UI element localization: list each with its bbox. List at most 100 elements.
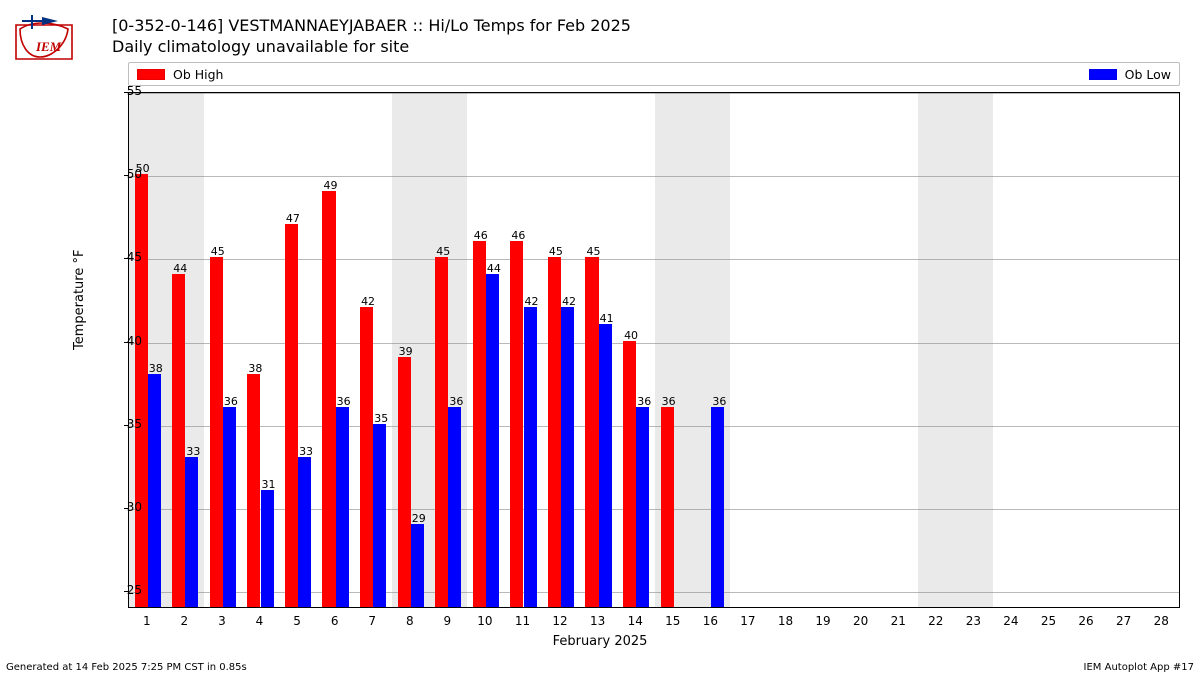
bar-low-label: 41	[595, 312, 619, 325]
bar-low	[561, 307, 574, 607]
bar-high	[360, 307, 373, 607]
bar-low-label: 31	[257, 478, 281, 491]
bar-low	[261, 490, 274, 607]
bar-low	[411, 524, 424, 607]
gridline	[129, 93, 1179, 94]
x-tick-label: 5	[282, 614, 312, 628]
bar-low-label: 44	[482, 262, 506, 275]
x-tick-label: 6	[320, 614, 350, 628]
bar-low	[148, 374, 161, 607]
x-tick-label: 1	[132, 614, 162, 628]
legend-label-low: Ob Low	[1125, 67, 1171, 82]
y-tick-mark	[124, 92, 128, 93]
x-tick-label: 2	[169, 614, 199, 628]
x-tick-label: 15	[658, 614, 688, 628]
x-tick-label: 17	[733, 614, 763, 628]
bar-high-label: 45	[206, 245, 230, 258]
x-tick-label: 13	[583, 614, 613, 628]
bar-low-label: 42	[557, 295, 581, 308]
bar-high-label: 45	[544, 245, 568, 258]
bar-low-label: 36	[444, 395, 468, 408]
x-tick-label: 11	[508, 614, 538, 628]
x-tick-label: 22	[921, 614, 951, 628]
legend: Ob High Ob Low	[128, 62, 1180, 86]
y-tick-mark	[124, 258, 128, 259]
bar-low	[298, 457, 311, 607]
title-line-2: Daily climatology unavailable for site	[112, 37, 631, 58]
bar-low-label: 33	[294, 445, 318, 458]
bar-low-label: 36	[332, 395, 356, 408]
bar-low	[711, 407, 724, 607]
bar-high	[210, 257, 223, 607]
x-tick-label: 8	[395, 614, 425, 628]
bar-low	[223, 407, 236, 607]
x-tick-label: 12	[545, 614, 575, 628]
gridline	[129, 176, 1179, 177]
x-tick-label: 27	[1109, 614, 1139, 628]
bar-low-label: 36	[219, 395, 243, 408]
bar-low-label: 33	[181, 445, 205, 458]
y-tick-label: 25	[82, 583, 142, 597]
x-tick-label: 28	[1146, 614, 1176, 628]
y-tick-label: 40	[82, 334, 142, 348]
bar-low	[448, 407, 461, 607]
bar-low-label: 29	[407, 512, 431, 525]
bar-high-label: 46	[506, 229, 530, 242]
bar-high	[661, 407, 674, 607]
bar-high-label: 46	[469, 229, 493, 242]
bar-high-label: 45	[431, 245, 455, 258]
footer-generated: Generated at 14 Feb 2025 7:25 PM CST in …	[6, 662, 247, 673]
bar-high-label: 45	[581, 245, 605, 258]
bar-high	[285, 224, 298, 607]
x-tick-label: 26	[1071, 614, 1101, 628]
bar-high	[435, 257, 448, 607]
y-tick-mark	[124, 342, 128, 343]
bar-low	[599, 324, 612, 607]
x-tick-label: 7	[357, 614, 387, 628]
x-tick-label: 24	[996, 614, 1026, 628]
bar-high-label: 44	[168, 262, 192, 275]
bar-low	[524, 307, 537, 607]
weekend-band	[918, 93, 993, 607]
bar-low	[486, 274, 499, 607]
bar-high	[172, 274, 185, 607]
legend-item-high: Ob High	[129, 67, 223, 82]
chart-plot-area: 5038443345363831473349364235392945364644…	[128, 92, 1180, 608]
x-tick-label: 21	[883, 614, 913, 628]
y-tick-label: 45	[82, 250, 142, 264]
legend-item-low: Ob Low	[1089, 67, 1179, 82]
x-tick-label: 23	[958, 614, 988, 628]
y-tick-mark	[124, 591, 128, 592]
y-tick-label: 50	[82, 167, 142, 181]
y-tick-label: 30	[82, 500, 142, 514]
bar-high-label: 42	[356, 295, 380, 308]
bar-high	[585, 257, 598, 607]
y-tick-mark	[124, 508, 128, 509]
x-tick-label: 10	[470, 614, 500, 628]
x-tick-label: 14	[620, 614, 650, 628]
title-line-1: [0-352-0-146] VESTMANNAEYJABAER :: Hi/Lo…	[112, 16, 631, 37]
bar-high	[135, 174, 148, 607]
legend-swatch-low	[1089, 69, 1117, 80]
x-tick-label: 18	[771, 614, 801, 628]
bar-high	[398, 357, 411, 607]
x-tick-label: 20	[846, 614, 876, 628]
x-tick-label: 25	[1034, 614, 1064, 628]
footer-app: IEM Autoplot App #17	[1084, 662, 1194, 673]
bar-low-label: 38	[144, 362, 168, 375]
bar-low	[336, 407, 349, 607]
bar-high-label: 36	[657, 395, 681, 408]
legend-swatch-high	[137, 69, 165, 80]
y-tick-mark	[124, 425, 128, 426]
svg-text:IEM: IEM	[35, 39, 62, 54]
bar-low	[185, 457, 198, 607]
chart-title: [0-352-0-146] VESTMANNAEYJABAER :: Hi/Lo…	[112, 16, 631, 58]
x-tick-label: 16	[695, 614, 725, 628]
bar-low-label: 36	[632, 395, 656, 408]
legend-label-high: Ob High	[173, 67, 223, 82]
bar-high-label: 39	[394, 345, 418, 358]
y-tick-label: 35	[82, 417, 142, 431]
bar-high	[623, 341, 636, 607]
bar-high-label: 49	[318, 179, 342, 192]
bar-high-label: 38	[243, 362, 267, 375]
